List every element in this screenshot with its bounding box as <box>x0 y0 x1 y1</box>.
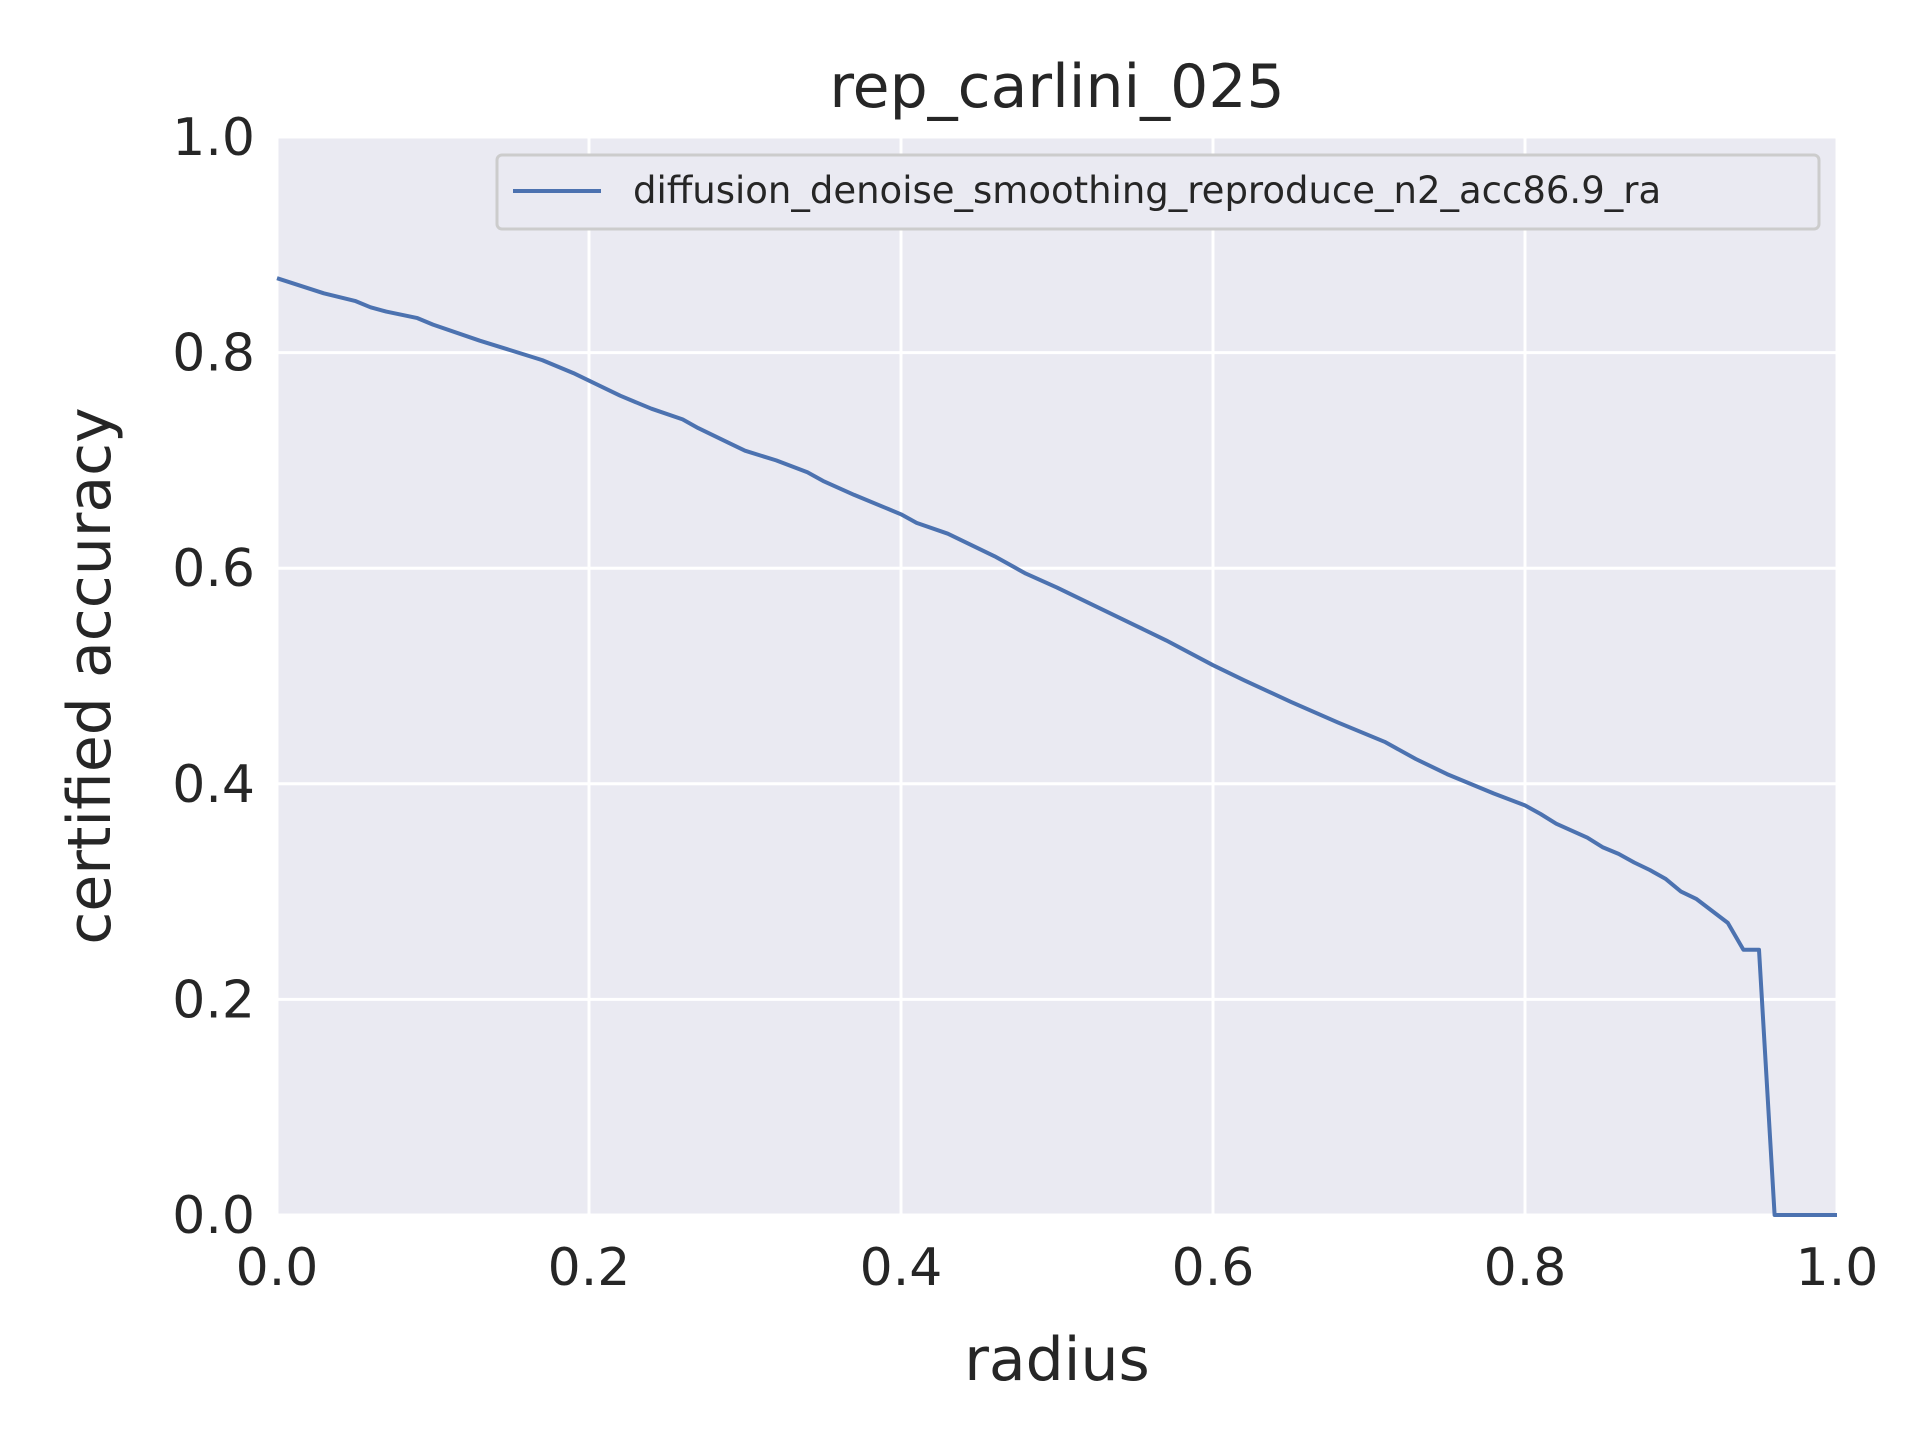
y-tick-labels: 0.0 0.2 0.4 0.6 0.8 1.0 <box>172 108 255 1246</box>
x-axis-label: radius <box>964 1325 1149 1395</box>
y-tick-label: 0.2 <box>172 970 255 1030</box>
series-lines <box>276 276 1837 1217</box>
series-line <box>276 276 1837 1217</box>
grid-lines <box>275 135 1839 1217</box>
x-tick-labels: 0.0 0.2 0.4 0.6 0.8 1.0 <box>236 1238 1879 1298</box>
plot-background <box>277 137 1837 1215</box>
legend-label: diffusion_denoise_smoothing_reproduce_n2… <box>633 169 1661 212</box>
legend-box <box>495 153 1821 231</box>
y-tick-label: 0.4 <box>172 755 255 815</box>
x-tick-label: 0.6 <box>1172 1238 1255 1298</box>
x-tick-label: 0.8 <box>1484 1238 1567 1298</box>
y-tick-label: 0.8 <box>172 324 255 384</box>
y-tick-label: 0.6 <box>172 539 255 599</box>
x-tick-label: 0.4 <box>860 1238 943 1298</box>
x-tick-label: 0.0 <box>236 1238 319 1298</box>
chart-title: rep_carlini_025 <box>829 52 1284 122</box>
y-axis-label: certified accuracy <box>55 407 125 944</box>
y-tick-label: 0.0 <box>172 1186 255 1246</box>
legend: diffusion_denoise_smoothing_reproduce_n2… <box>495 153 1821 231</box>
x-tick-label: 0.2 <box>548 1238 631 1298</box>
x-tick-label: 1.0 <box>1796 1238 1879 1298</box>
y-tick-label: 1.0 <box>172 108 255 168</box>
